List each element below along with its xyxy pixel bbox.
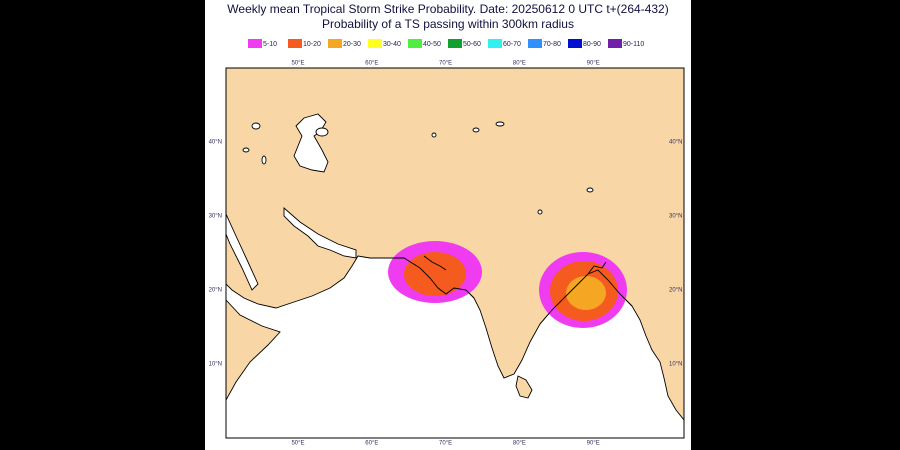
legend-swatch [288, 39, 302, 48]
lake [431, 132, 437, 138]
persian-gulf [283, 207, 357, 259]
subtitle: Probability of a TS passing within 300km… [322, 17, 574, 31]
lon-label: 60°E [365, 61, 378, 67]
probability-overlay [370, 241, 633, 328]
lake [586, 187, 594, 193]
legend-swatch [408, 39, 422, 48]
lon-label: 70°E [439, 61, 452, 67]
lake [242, 147, 250, 153]
lon-label: 80°E [513, 61, 526, 67]
legend-label: 70-80 [543, 41, 561, 48]
legend-label: 20-30 [343, 41, 361, 48]
lake [315, 127, 329, 137]
lon-label: 90°E [587, 441, 600, 447]
legend-swatch [328, 39, 342, 48]
map [226, 68, 684, 438]
title: Weekly mean Tropical Storm Strike Probab… [227, 2, 668, 16]
lat-label: 10°N [209, 362, 222, 368]
lon-label: 70°E [439, 441, 452, 447]
legend-swatch [248, 39, 262, 48]
lon-label: 50°E [291, 441, 304, 447]
legend-swatch [608, 39, 622, 48]
lat-label: 40°N [669, 140, 682, 146]
border [587, 261, 607, 275]
legend-swatch [448, 39, 462, 48]
lake [472, 127, 480, 133]
legend-label: 90-110 [623, 41, 644, 48]
sri-lanka [515, 375, 533, 399]
legend-label: 40-50 [423, 41, 441, 48]
graticule-labels: 50°E 50°E 60°E 60°E 70°E 70°E 80°E 80°E 90°E 90°E… [209, 61, 683, 447]
legend-label: 80-90 [583, 41, 601, 48]
coastline [370, 257, 475, 299]
probability-fields [388, 241, 627, 328]
legend-label: 60-70 [503, 41, 521, 48]
lat-label: 10°N [669, 362, 682, 368]
map-frame [225, 67, 685, 439]
lon-label: 80°E [513, 441, 526, 447]
legend-label: 5-10 [263, 41, 277, 48]
lake [495, 121, 505, 127]
lake [261, 155, 267, 165]
lat-label: 40°N [209, 140, 222, 146]
lake [537, 209, 543, 215]
legend: 5-10 10-20 20-30 30-40 40-50 50-60 60-70 70-80 8… [248, 39, 644, 48]
lon-label: 60°E [365, 441, 378, 447]
lon-label: 90°E [587, 61, 600, 67]
lat-label: 20°N [209, 288, 222, 294]
legend-label: 50-60 [463, 41, 481, 48]
river [423, 255, 447, 271]
lat-label: 30°N [669, 214, 682, 220]
lon-label: 50°E [291, 61, 304, 67]
lat-label: 20°N [669, 288, 682, 294]
lat-label: 30°N [209, 214, 222, 220]
legend-swatch [568, 39, 582, 48]
legend-swatch [368, 39, 382, 48]
legend-label: 10-20 [303, 41, 321, 48]
probability-area [404, 252, 466, 296]
legend-label: 30-40 [383, 41, 401, 48]
red-sea [226, 213, 259, 291]
lake [251, 122, 261, 130]
legend-swatch [528, 39, 542, 48]
probability-area [566, 276, 606, 310]
legend-swatch [488, 39, 502, 48]
